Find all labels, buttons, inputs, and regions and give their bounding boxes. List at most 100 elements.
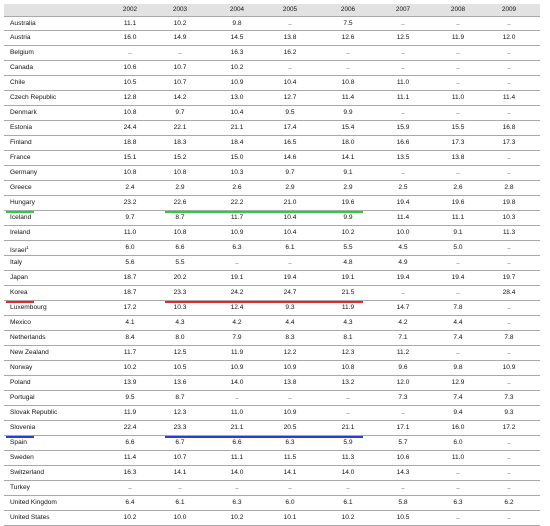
row-label: Norway [10, 361, 32, 375]
table-cell: 4.9 [398, 259, 408, 266]
table-cell: 4.8 [343, 259, 353, 266]
table-cell: 16.0 [451, 424, 465, 431]
table-cell: 18.7 [123, 289, 137, 296]
table-cell: 11.3 [502, 229, 516, 236]
table-cell: .. [507, 154, 511, 161]
table-cell: 13.9 [123, 379, 137, 386]
table-cell: 10.2 [123, 364, 137, 371]
table-cell: 16.3 [230, 49, 244, 56]
table-cell: 8.7 [175, 214, 185, 221]
table-row: Canada 10.6 10.7 10.2.......... [4, 61, 540, 76]
table-cell: .. [507, 109, 511, 116]
table-cell: 7.4 [453, 334, 463, 341]
table-cell: 2.5 [398, 184, 408, 191]
table-cell: .. [401, 64, 405, 71]
table-cell: .. [456, 469, 460, 476]
row-label: Czech Republic [10, 91, 56, 105]
table-cell: .. [288, 20, 292, 27]
table-cell: 10.7 [173, 454, 187, 461]
table-cell: 13.0 [230, 94, 244, 101]
table-cell: 10.2 [341, 229, 355, 236]
table-cell: .. [507, 169, 511, 176]
table-cell: 9.1 [453, 229, 463, 236]
year-header-5: 2007 [395, 6, 411, 13]
table-cell: 4.4 [453, 319, 463, 326]
table-cell: 15.2 [173, 154, 187, 161]
table-row: Belgium.... 16.3 16.2........ [4, 46, 540, 61]
table-cell: 18.4 [230, 139, 244, 146]
table-cell: .. [507, 469, 511, 476]
table-cell: 10.2 [230, 514, 244, 521]
table-row: Slovenia 22.4 23.3 21.1 20.5 21.1 17.1 16.0 17.2 [4, 421, 540, 436]
country-name: Spain [10, 439, 27, 446]
table-cell: 4.3 [175, 319, 185, 326]
table-cell: 17.1 [396, 424, 410, 431]
table-cell: 17.3 [502, 139, 516, 146]
table-row: Poland 13.9 13.6 14.0 13.8 13.2 12.0 12.9.. [4, 376, 540, 391]
table-cell: .. [401, 20, 405, 27]
table-cell: 19.4 [396, 199, 410, 206]
table-cell: .. [346, 394, 350, 401]
table-cell: 10.8 [173, 169, 187, 176]
table-row: Denmark 10.8 9.7 10.4 9.5 9.9...... [4, 106, 540, 121]
table-cell: 10.6 [396, 454, 410, 461]
country-name: Finland [10, 139, 32, 146]
table-cell: 7.5 [343, 20, 353, 27]
table-cell: 10.9 [230, 79, 244, 86]
row-label: New Zealand [10, 346, 49, 360]
table-cell: 20.2 [173, 274, 187, 281]
country-name: Italy [10, 259, 23, 266]
table-cell: 6.6 [232, 439, 242, 446]
table-row: Ireland 11.0 10.8 10.9 10.4 10.2 10.0 9.1 11.3 [4, 226, 540, 241]
table-cell: 22.2 [230, 199, 244, 206]
table-cell: .. [456, 64, 460, 71]
table-cell: 12.5 [173, 349, 187, 356]
country-name: Israel [10, 247, 27, 255]
table-row: Portugal 9.5 8.7...... 7.3 7.4 7.3 [4, 391, 540, 406]
table-cell: .. [128, 484, 132, 491]
table-cell: .. [288, 64, 292, 71]
table-cell: 12.8 [123, 94, 137, 101]
table-cell: 10.2 [230, 64, 244, 71]
table-cell: .. [507, 484, 511, 491]
year-header-3: 2005 [282, 6, 298, 13]
table-cell: 9.7 [175, 109, 185, 116]
table-cell: 6.1 [285, 244, 295, 251]
table-cell: 17.4 [283, 124, 297, 131]
table-cell: 15.4 [341, 124, 355, 131]
table-cell: 9.6 [398, 364, 408, 371]
table-cell: 14.0 [230, 469, 244, 476]
row-label: Hungary [10, 196, 35, 210]
country-name: Ireland [10, 229, 31, 236]
table-cell: 4.5 [398, 244, 408, 251]
table-cell: .. [456, 484, 460, 491]
table-row: Australia 11.1 10.2 9.8.. 7.5...... [4, 16, 540, 31]
table-cell: 2.9 [343, 184, 353, 191]
table-row: Austria 16.0 14.9 14.5 13.8 12.6 12.5 11.9 12.0 [4, 31, 540, 46]
table-cell: 21.1 [230, 124, 244, 131]
table-cell: 13.8 [283, 34, 297, 41]
table-cell: .. [507, 79, 511, 86]
table-cell: 10.4 [283, 79, 297, 86]
table-row: Hungary 23.2 22.6 22.2 21.0 19.6 19.4 19.6 19.8 [4, 196, 540, 211]
year-header-1: 2003 [172, 6, 188, 13]
table-row: Korea 18.7 23.3 24.2 24.7 21.5.... 28.4 [4, 286, 540, 301]
table-cell: 14.1 [283, 469, 297, 476]
table-cell: 16.2 [283, 49, 297, 56]
table-cell: 4.4 [285, 319, 295, 326]
table-row: Mexico 4.1 4.3 4.2 4.4 4.3 4.2 4.4.. [4, 316, 540, 331]
row-label: Chile [10, 76, 25, 90]
table-cell: 10.8 [341, 79, 355, 86]
table-row: Germany 10.8 10.8 10.3 9.7 9.1...... [4, 166, 540, 181]
table-cell: 12.4 [230, 304, 244, 311]
table-cell: 23.3 [173, 289, 187, 296]
table-cell: 8.4 [125, 334, 135, 341]
table-cell: 14.6 [283, 154, 297, 161]
table-row: New Zealand 11.7 12.5 11.9 12.2 12.3 11.2.... [4, 346, 540, 361]
table-cell: .. [401, 169, 405, 176]
year-header-4: 2006 [340, 6, 356, 13]
table-cell: 9.5 [285, 109, 295, 116]
table-cell: 11.1 [396, 94, 410, 101]
table-cell: .. [456, 349, 460, 356]
row-label: Slovak Republic [10, 406, 57, 420]
